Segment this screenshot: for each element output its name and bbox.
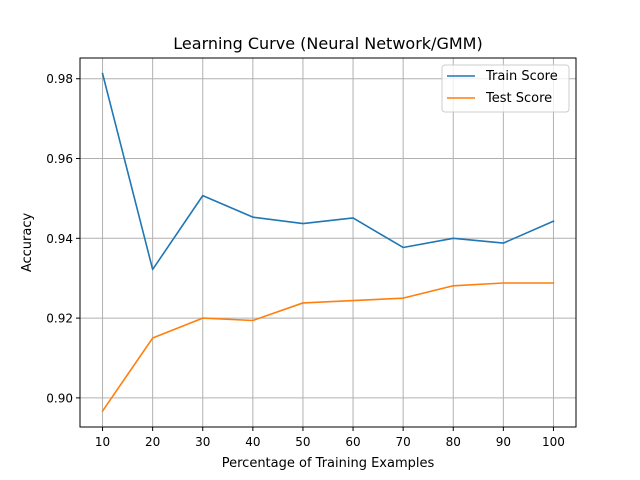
x-tick-label: 60 [345,435,360,449]
series-line-train-score [101,72,555,271]
chart-title: Learning Curve (Neural Network/GMM) [173,34,482,53]
y-tick-label: 0.96 [46,152,73,166]
y-axis-ticks: 0.90 0.92 0.94 0.96 0.98 [46,72,80,405]
x-tick-label: 50 [295,435,310,449]
y-tick-label: 0.94 [46,232,73,246]
x-tick-label: 10 [95,435,110,449]
x-axis-ticks: 10 20 30 40 50 60 70 80 90 100 [95,427,565,449]
plot-frame [79,57,577,428]
x-tick-label: 20 [145,435,160,449]
legend-label-train-score: Train Score [485,69,558,84]
x-tick-label: 40 [245,435,260,449]
legend: Train Score Test Score [441,64,570,113]
y-tick-label: 0.90 [46,391,73,405]
series-line-test-score [101,282,555,413]
y-tick-label: 0.92 [46,312,73,326]
x-tick-label: 100 [542,435,565,449]
y-tick-label: 0.98 [46,72,73,86]
x-tick-label: 30 [195,435,210,449]
series-lines [101,72,555,413]
x-tick-label: 70 [396,435,411,449]
legend-label-test-score: Test Score [485,91,552,106]
x-tick-label: 90 [496,435,511,449]
x-tick-label: 80 [446,435,461,449]
grid [80,58,576,427]
y-axis-label: Accuracy [20,213,35,273]
x-axis-label: Percentage of Training Examples [222,456,435,471]
